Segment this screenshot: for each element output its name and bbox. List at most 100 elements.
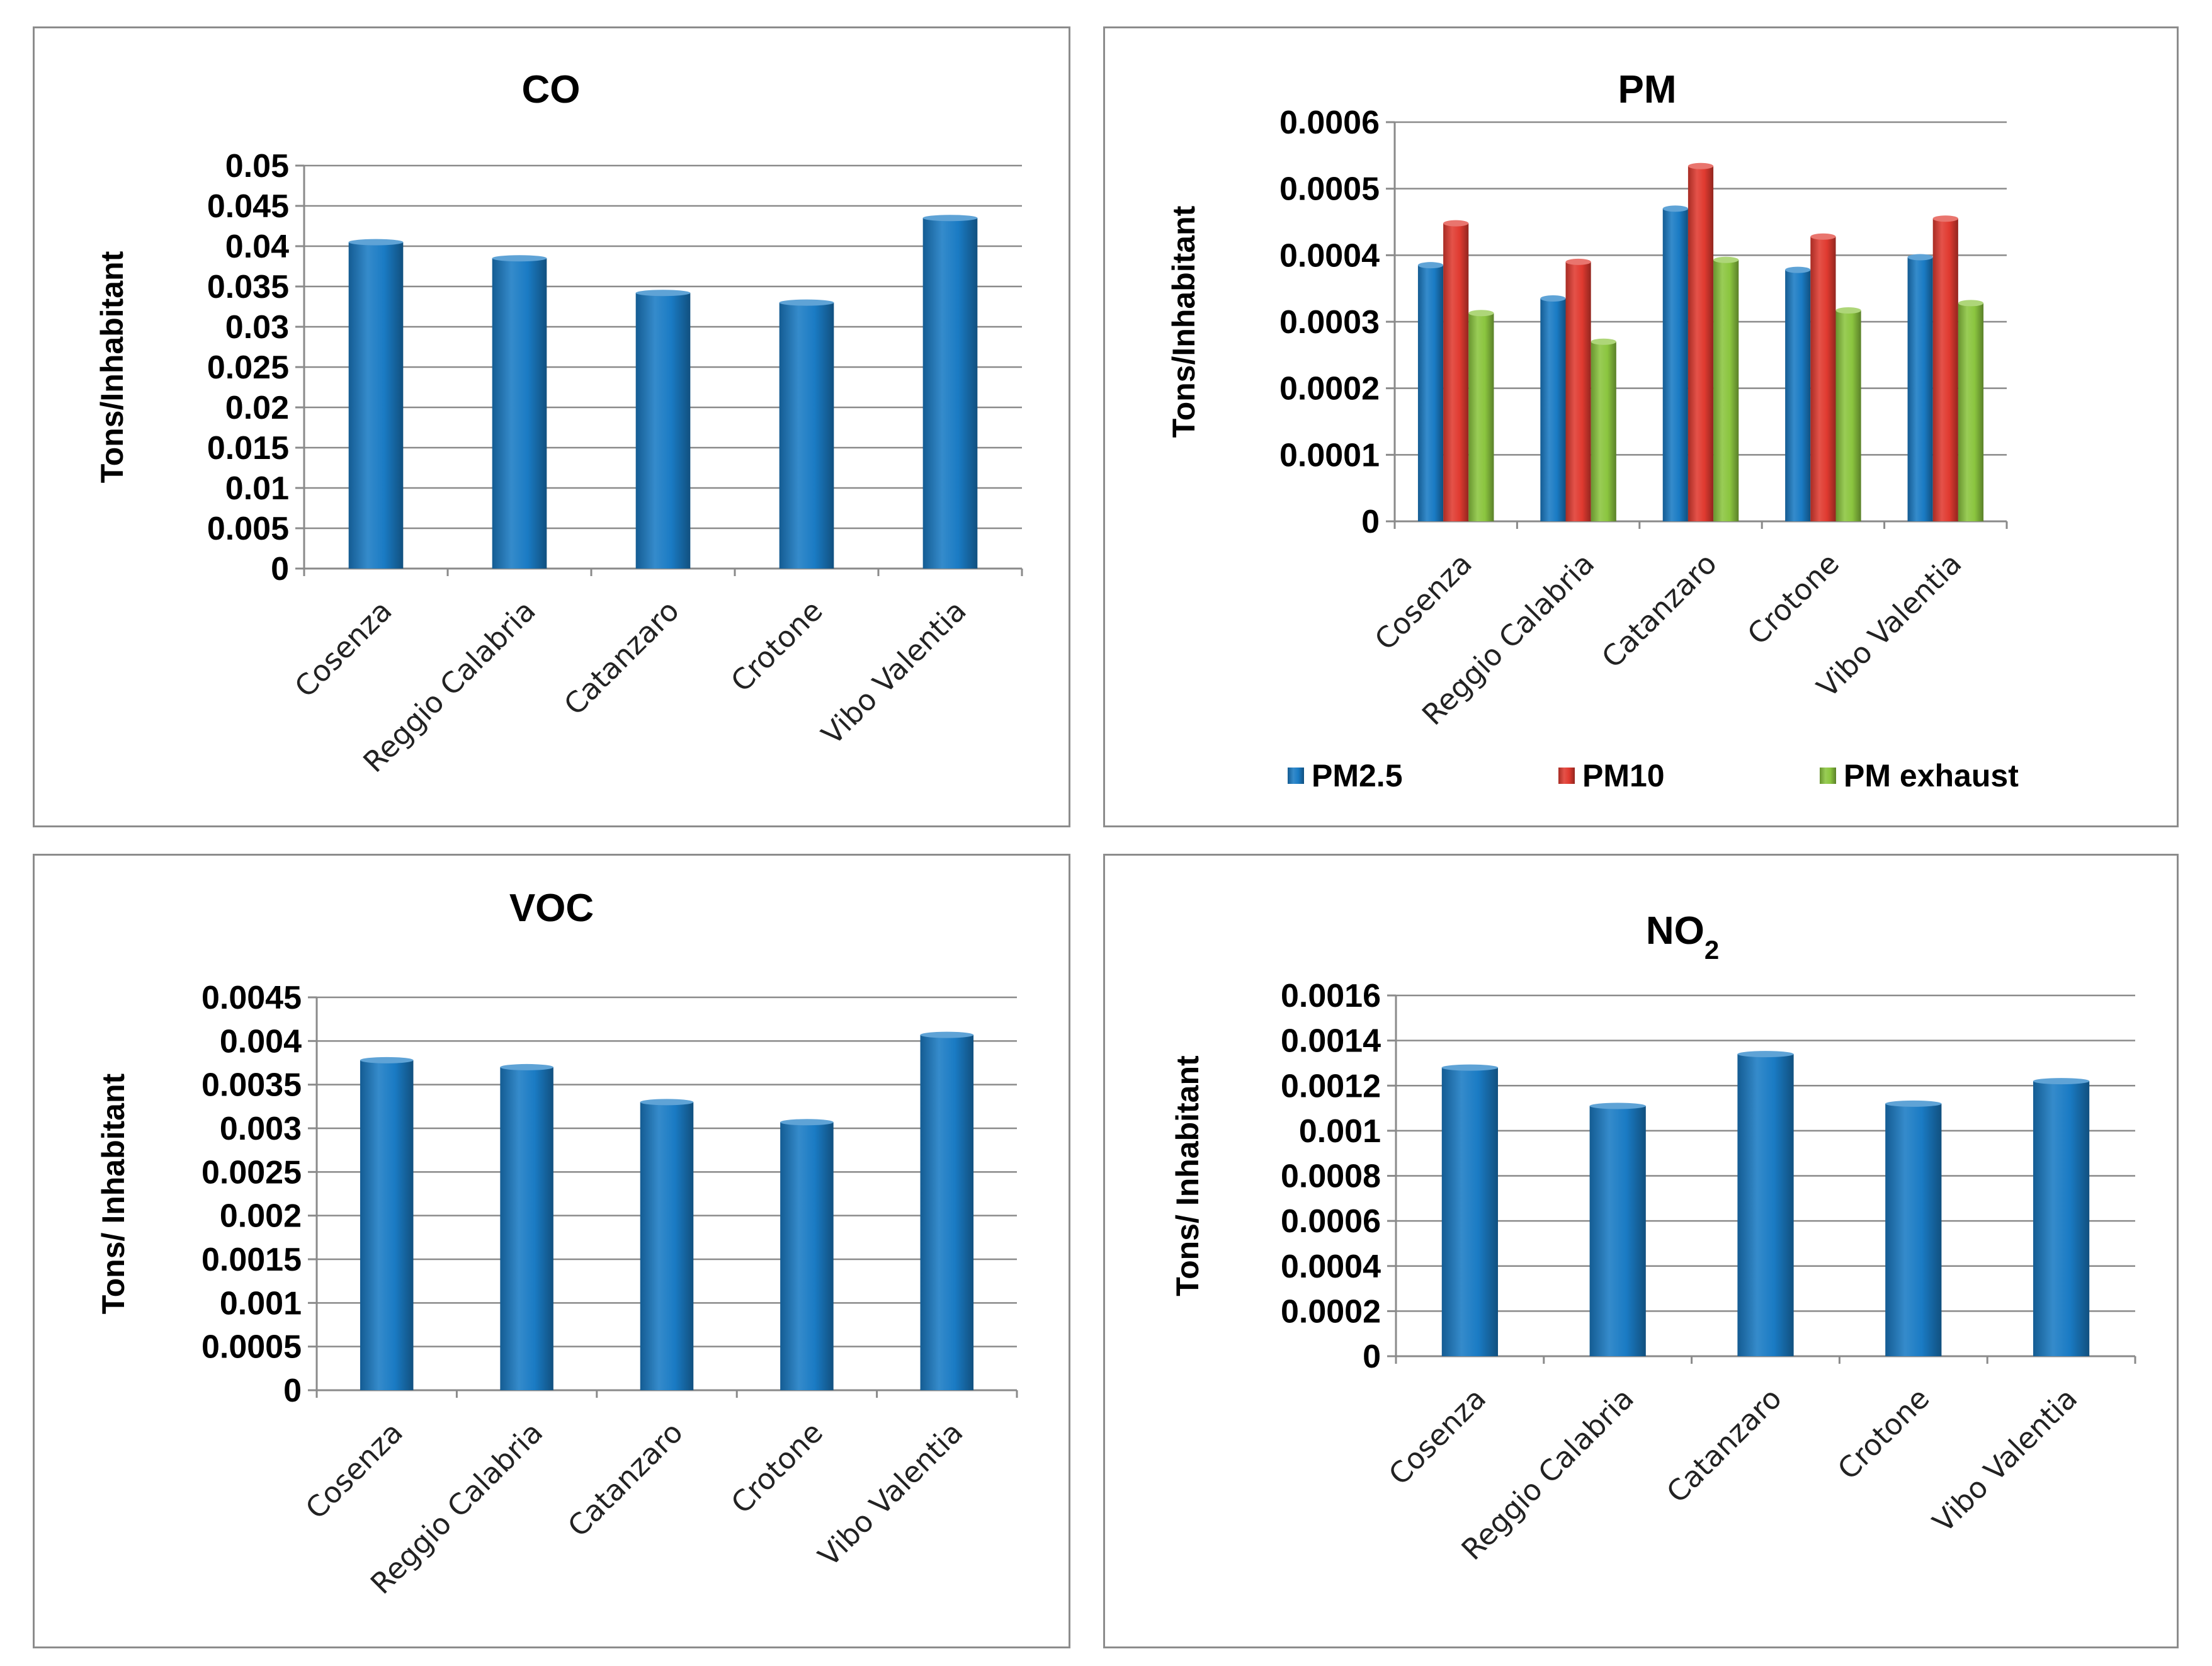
- co-bar-co-1: [492, 258, 547, 569]
- voc-chart: VOC 0 0.0005 0.001 0.0015 0.002 0.0025 0.003 0.0…: [96, 887, 1018, 1601]
- voc-category-label: Catanzaro: [561, 1415, 689, 1544]
- co-bar-cap: [348, 239, 404, 246]
- voc-bar-voc-1: [500, 1067, 553, 1390]
- pm-legend-label: PM2.5: [1312, 758, 1403, 793]
- pm-category-label: Crotone: [1740, 547, 1846, 652]
- pm-y-tick-label: 0.0001: [1279, 437, 1380, 473]
- pm-bar-cap: [1958, 300, 1984, 307]
- co-y-tick-label: 0.005: [207, 511, 289, 547]
- co-bar-co-2: [635, 293, 691, 569]
- no2-chart: NO2 0 0.0002 0.0004 0.0006 0.0008 0.001 0.0012 0…: [1170, 909, 2136, 1567]
- co-bar-co-3: [779, 302, 834, 569]
- no2-category-label: Cosenza: [1382, 1381, 1492, 1492]
- no2-bar-cap: [1885, 1100, 1942, 1107]
- pm-bar-pm-exhaust-2: [1713, 259, 1739, 521]
- pm-bar-cap: [1932, 215, 1958, 222]
- co-y-tick-label: 0.05: [225, 148, 289, 184]
- pm-chart-title: PM: [1618, 68, 1677, 111]
- pm-bar-pm10-2: [1687, 166, 1714, 521]
- no2-y-tick-label: 0.0014: [1281, 1023, 1381, 1060]
- pm-bar-pm-exhaust-3: [1835, 310, 1861, 521]
- co-y-tick-label: 0.01: [225, 470, 289, 507]
- voc-bar-cap: [360, 1057, 414, 1063]
- pm-bar-cap: [1662, 205, 1688, 212]
- pm-category-label: Catanzaro: [1595, 547, 1723, 675]
- co-category-label: Crotone: [724, 594, 829, 699]
- pm-bar-pm2-5-2: [1662, 208, 1688, 521]
- pm-bar-cap: [1785, 266, 1811, 273]
- pm-y-tick-label: 0.0004: [1279, 237, 1380, 274]
- no2-bar-no2-2: [1737, 1054, 1794, 1356]
- no2-bar-cap: [1441, 1064, 1499, 1071]
- voc-bar-cap: [920, 1031, 974, 1038]
- no2-bar-cap: [1737, 1051, 1794, 1058]
- voc-category-label: Vibo Valentia: [812, 1415, 970, 1573]
- co-y-axis-label: Tons/Inhabitant: [94, 251, 130, 483]
- voc-y-tick-label: 0.0015: [201, 1242, 302, 1278]
- co-bar-cap: [779, 299, 834, 306]
- no2-y-tick-label: 0.0012: [1281, 1068, 1381, 1104]
- no2-y-tick-label: 0: [1363, 1339, 1381, 1375]
- voc-bar-cap: [640, 1099, 694, 1106]
- no2-bar-no2-1: [1589, 1106, 1646, 1356]
- voc-y-tick-label: 0.0035: [201, 1067, 302, 1104]
- pm-bar-cap: [1468, 310, 1494, 317]
- no2-y-tick-label: 0.0004: [1281, 1249, 1381, 1285]
- pm-bar-cap: [1907, 254, 1933, 261]
- co-y-tick-label: 0.025: [207, 349, 289, 386]
- pm-legend-swatch: [1288, 768, 1304, 784]
- co-bar-co-0: [348, 242, 404, 569]
- voc-chart-panel: VOC 0 0.0005 0.001 0.0015 0.002 0.0025 0.003 0.0…: [33, 854, 1070, 1648]
- voc-category-label: Crotone: [724, 1415, 829, 1521]
- voc-chart-title: VOC: [509, 887, 594, 930]
- co-y-tick-label: 0: [271, 551, 289, 587]
- voc-y-tick-label: 0.0025: [201, 1154, 302, 1191]
- co-category-label: Catanzaro: [557, 594, 686, 722]
- no2-chart-panel: NO2 0 0.0002 0.0004 0.0006 0.0008 0.001 0.0012 0…: [1103, 854, 2179, 1648]
- no2-bar-no2-3: [1885, 1103, 1942, 1356]
- pm-bar-pm10-3: [1810, 236, 1836, 521]
- pm-bar-pm-exhaust-1: [1591, 341, 1616, 521]
- pm-bar-cap: [1540, 295, 1566, 302]
- pm-bar-pm-exhaust-4: [1958, 303, 1984, 521]
- co-category-label: Cosenza: [288, 594, 398, 704]
- pm-bar-pm10-0: [1443, 223, 1469, 521]
- pm-chart: PM 0 0.0001 0.0002 0.0003 0.0004 0.0005 0.0006 T…: [1166, 68, 2019, 793]
- pm-bar-cap: [1687, 162, 1714, 169]
- voc-y-tick-label: 0.001: [220, 1285, 302, 1322]
- pm-chart-panel: PM 0 0.0001 0.0002 0.0003 0.0004 0.0005 0.0006 T…: [1103, 26, 2179, 827]
- co-category-label: Vibo Valentia: [815, 594, 973, 752]
- voc-bar-cap: [780, 1119, 834, 1126]
- pm-legend-swatch: [1820, 768, 1836, 784]
- no2-category-label: Vibo Valentia: [1926, 1381, 2084, 1539]
- pm-bar-cap: [1835, 307, 1861, 314]
- no2-chart-title: NO2: [1646, 909, 1719, 965]
- co-y-tick-label: 0.02: [225, 390, 289, 426]
- voc-bar-voc-2: [640, 1102, 694, 1390]
- pm-bar-cap: [1417, 262, 1444, 269]
- pm-bar-pm2-5-4: [1907, 257, 1933, 521]
- voc-y-tick-label: 0: [283, 1373, 302, 1409]
- co-y-tick-label: 0.035: [207, 269, 289, 305]
- no2-y-axis-label: Tons/ Inhabitant: [1170, 1055, 1205, 1296]
- voc-bar-cap: [500, 1063, 553, 1070]
- no2-y-tick-label: 0.0008: [1281, 1159, 1381, 1195]
- no2-y-tick-label: 0.0006: [1281, 1203, 1381, 1240]
- no2-bar-cap: [2033, 1078, 2090, 1085]
- co-bar-cap: [922, 215, 978, 222]
- voc-y-tick-label: 0.002: [220, 1198, 302, 1235]
- pm-y-tick-label: 0.0002: [1279, 371, 1380, 407]
- pm-legend-swatch: [1558, 768, 1575, 784]
- no2-y-tick-label: 0.0002: [1281, 1293, 1381, 1330]
- pm-bar-pm10-4: [1932, 218, 1958, 521]
- co-bar-cap: [492, 255, 547, 262]
- pm-bar-pm2-5-3: [1785, 269, 1811, 521]
- pm-bar-pm2-5-0: [1417, 265, 1444, 521]
- pm-bar-cap: [1591, 338, 1616, 345]
- co-chart-panel: CO 0 0.005 0.01 0.015 0.02 0.025 0.03 0.035 0.04 0…: [33, 26, 1070, 827]
- pm-y-tick-label: 0.0006: [1279, 105, 1380, 141]
- voc-y-tick-label: 0.0045: [201, 980, 302, 1016]
- voc-bar-voc-4: [920, 1034, 974, 1390]
- co-y-tick-label: 0.015: [207, 430, 289, 467]
